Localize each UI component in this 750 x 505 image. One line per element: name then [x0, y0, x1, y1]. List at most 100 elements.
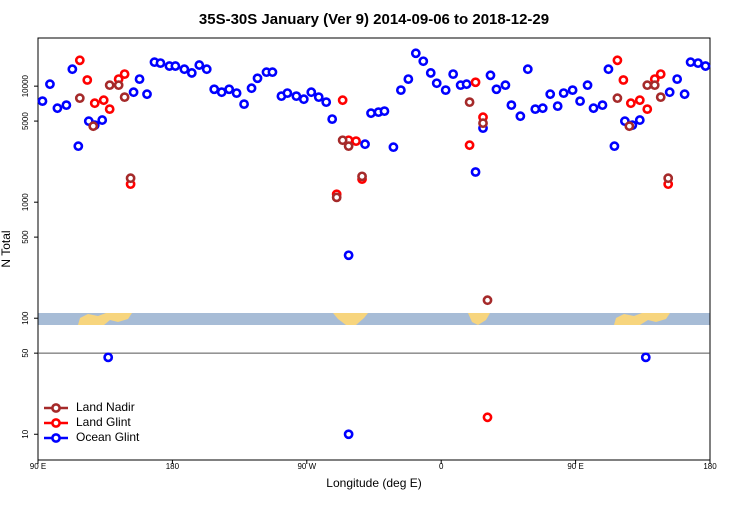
point	[306, 87, 317, 98]
series	[74, 80, 674, 306]
point	[74, 93, 85, 104]
point	[357, 171, 367, 182]
y-tick-label: 100	[21, 311, 30, 325]
point	[582, 80, 593, 91]
point	[461, 79, 472, 90]
point	[478, 118, 488, 129]
ocean-strip	[38, 313, 710, 325]
point	[655, 69, 666, 80]
point	[231, 88, 242, 99]
point	[119, 92, 130, 103]
point	[98, 95, 109, 106]
point	[672, 74, 683, 85]
point	[321, 97, 332, 108]
point	[194, 60, 205, 70]
point	[327, 114, 338, 125]
point	[506, 100, 517, 111]
point	[134, 74, 145, 85]
point	[37, 96, 48, 107]
point	[410, 48, 421, 59]
point	[597, 100, 608, 111]
point	[515, 111, 526, 122]
point	[425, 68, 436, 78]
y-tick-label: 1000	[21, 193, 30, 211]
point	[313, 92, 324, 103]
point	[45, 79, 55, 90]
point	[530, 104, 541, 115]
point	[624, 121, 635, 132]
point	[640, 352, 651, 363]
point	[603, 64, 614, 75]
point	[537, 103, 548, 114]
point	[74, 55, 85, 66]
point	[337, 95, 348, 106]
x-tick-label: 90 E	[567, 462, 583, 471]
point	[649, 80, 660, 91]
point	[170, 61, 181, 71]
point	[224, 84, 235, 95]
chart-title: 35S-30S January (Ver 9) 2014-09-06 to 20…	[199, 11, 549, 28]
land-shape	[468, 313, 490, 325]
point	[104, 104, 115, 115]
point	[485, 70, 496, 81]
point	[388, 142, 399, 153]
land-shape	[78, 313, 132, 325]
point	[612, 93, 623, 104]
point	[155, 58, 166, 69]
point	[470, 77, 481, 88]
point	[625, 98, 636, 109]
point	[634, 95, 645, 106]
point	[103, 352, 114, 363]
y-tick-label: 500	[21, 230, 30, 244]
point	[291, 91, 302, 102]
point	[482, 295, 493, 306]
point	[545, 89, 556, 100]
legend-marker	[51, 418, 61, 428]
point	[464, 97, 475, 108]
point	[52, 103, 63, 114]
point	[282, 88, 293, 99]
point	[246, 83, 257, 94]
point	[186, 68, 197, 78]
point	[693, 58, 703, 69]
point	[440, 85, 451, 96]
y-axis-label: N Total	[0, 230, 13, 267]
point	[655, 92, 666, 103]
point	[663, 173, 674, 184]
point	[252, 73, 263, 84]
point	[331, 192, 342, 203]
legend-label: Land Nadir	[76, 400, 135, 414]
point	[351, 136, 361, 147]
x-axis-label: Longitude (deg E)	[326, 476, 421, 490]
point	[403, 74, 414, 85]
point	[464, 140, 475, 151]
point	[664, 87, 675, 98]
point	[500, 80, 511, 91]
land-shape	[333, 313, 368, 325]
x-tick-label: 180	[703, 462, 717, 471]
point	[567, 85, 578, 96]
point	[700, 61, 711, 71]
point	[552, 101, 563, 112]
y-tick-label: 50	[21, 348, 30, 357]
point	[97, 115, 108, 125]
point	[104, 80, 115, 91]
point	[431, 78, 442, 89]
point	[609, 141, 620, 152]
point	[67, 64, 78, 75]
point	[482, 412, 493, 423]
point	[491, 84, 502, 95]
point	[142, 89, 152, 100]
point	[239, 99, 249, 110]
y-tick-label: 10	[21, 429, 30, 438]
x-tick-label: 0	[439, 462, 444, 471]
point	[88, 121, 99, 132]
point	[575, 96, 585, 107]
point	[298, 94, 309, 105]
point	[685, 57, 696, 68]
point	[343, 141, 354, 152]
point	[470, 167, 481, 177]
point	[418, 56, 429, 67]
